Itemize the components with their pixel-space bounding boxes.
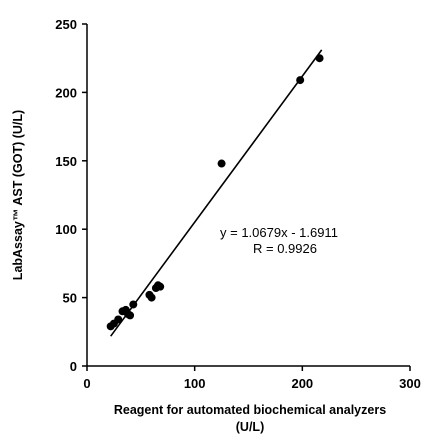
y-axis-title: LabAssay™ AST (GOT) (U/L) [11,110,25,280]
r-value-annotation: R = 0.9926 [253,241,317,256]
data-point [129,300,138,309]
trendline [110,49,323,337]
equation-annotation: y = 1.0679x - 1.6911 [220,225,338,240]
y-tick-label: 100 [55,222,77,237]
x-tick-label: 100 [184,376,206,391]
y-axis-ticks: 0 50 100 150 200 250 [55,17,87,374]
y-tick-label: 50 [63,291,77,306]
x-tick-label: 300 [399,376,421,391]
x-tick-label: 0 [83,376,90,391]
data-point [296,76,305,85]
data-point [147,293,156,302]
x-axis-ticks: 0 100 200 300 [83,366,421,391]
x-axis-title-line1: Reagent for automated biochemical analyz… [114,403,386,417]
x-tick-label: 200 [291,376,313,391]
data-points [106,54,324,331]
y-tick-label: 250 [55,17,77,32]
y-tick-label: 150 [55,154,77,169]
data-point [315,54,324,63]
data-point [156,282,165,291]
data-point [126,311,135,320]
data-point [217,159,226,168]
data-point [114,315,123,324]
y-tick-label: 200 [55,85,77,100]
x-axis-title-line2: (U/L) [236,420,264,434]
y-tick-label: 0 [70,359,77,374]
